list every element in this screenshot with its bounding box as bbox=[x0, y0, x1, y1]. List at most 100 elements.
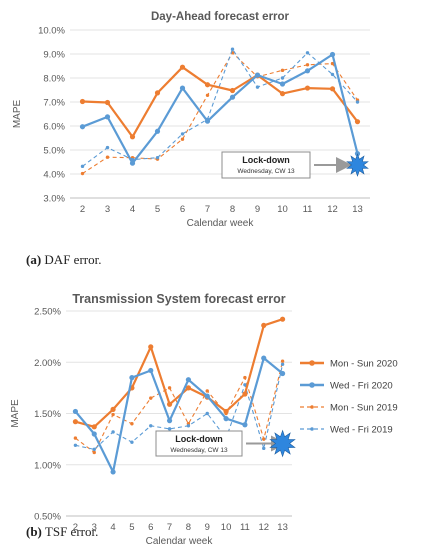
data-point-wed-fri-2019 bbox=[280, 362, 285, 366]
x-tick-label: 11 bbox=[303, 204, 313, 215]
chart-title: Day-Ahead forecast error bbox=[151, 11, 290, 23]
data-point-mon-sun-2019 bbox=[262, 437, 266, 441]
data-point-mon-sun-2020 bbox=[91, 424, 97, 430]
data-point-mon-sun-2019 bbox=[205, 389, 209, 393]
annotation-title: Lock-down bbox=[175, 434, 223, 444]
legend-marker-mon-sun-2019 bbox=[310, 405, 314, 409]
data-point-wed-fri-2020 bbox=[91, 431, 97, 437]
data-point-wed-fri-2019 bbox=[80, 164, 85, 169]
data-point-mon-sun-2019 bbox=[205, 93, 210, 97]
data-point-wed-fri-2020 bbox=[129, 375, 135, 381]
data-point-wed-fri-2019 bbox=[73, 443, 78, 447]
data-point-wed-fri-2020 bbox=[179, 85, 186, 91]
data-point-mon-sun-2020 bbox=[354, 119, 361, 125]
y-tick-label: 1.50% bbox=[34, 409, 61, 420]
series-line-mon-sun-2020 bbox=[82, 66, 359, 138]
caption-b-text: TSF error. bbox=[41, 524, 99, 539]
chart-transmission-system-forecast-error: Transmission System forecast error 0.50% 1… bbox=[10, 292, 398, 547]
legend-label: Wed - Fri 2020 bbox=[330, 381, 393, 392]
data-point-wed-fri-2019 bbox=[130, 440, 134, 444]
x-axis-label: Calendar week bbox=[146, 536, 214, 547]
data-point-wed-fri-2020 bbox=[72, 408, 79, 415]
x-tick-label: 12 bbox=[327, 204, 338, 215]
data-point-wed-fri-2019 bbox=[230, 47, 235, 51]
data-point-mon-sun-2020 bbox=[279, 316, 286, 322]
data-point-mon-sun-2020 bbox=[261, 322, 267, 328]
x-tick-label: 13 bbox=[277, 522, 288, 533]
data-point-mon-sun-2020 bbox=[185, 385, 192, 391]
lockdown-annotation: Lock-down Wednesday, CW 13 bbox=[221, 151, 369, 179]
data-point-wed-fri-2019 bbox=[355, 100, 360, 104]
annotation-box bbox=[221, 151, 311, 179]
legend-marker-mon-sun-2020 bbox=[309, 360, 315, 366]
data-point-wed-fri-2020 bbox=[223, 416, 229, 422]
y-tick-label: 1.00% bbox=[34, 460, 61, 471]
data-point-mon-sun-2019 bbox=[243, 375, 247, 380]
data-point-mon-sun-2019 bbox=[130, 422, 134, 426]
data-point-wed-fri-2019 bbox=[262, 446, 266, 451]
lockdown-burst-icon bbox=[269, 429, 296, 458]
data-point-wed-fri-2020 bbox=[129, 160, 136, 166]
data-point-mon-sun-2019 bbox=[80, 171, 85, 176]
annotation-title: Lock-down bbox=[242, 155, 290, 165]
series-line-wed-fri-2019 bbox=[75, 364, 284, 450]
y-tick-label: 9.0% bbox=[43, 50, 65, 61]
data-point-wed-fri-2020 bbox=[254, 72, 261, 78]
data-point-mon-sun-2020 bbox=[229, 87, 236, 94]
data-point-wed-fri-2020 bbox=[185, 377, 192, 383]
x-tick-label: 5 bbox=[155, 204, 160, 215]
y-tick-label: 2.00% bbox=[34, 358, 61, 369]
y-tick-label: 8.0% bbox=[43, 74, 65, 85]
y-tick-label: 3.0% bbox=[43, 194, 65, 205]
data-point-wed-fri-2020 bbox=[104, 114, 111, 120]
x-tick-label: 12 bbox=[258, 522, 269, 533]
data-point-wed-fri-2019 bbox=[149, 424, 153, 428]
data-point-wed-fri-2020 bbox=[204, 393, 210, 399]
data-point-wed-fri-2020 bbox=[329, 51, 336, 58]
data-point-wed-fri-2019 bbox=[155, 155, 160, 160]
data-point-mon-sun-2019 bbox=[280, 359, 285, 363]
data-point-mon-sun-2020 bbox=[154, 90, 161, 96]
x-tick-label: 4 bbox=[130, 204, 135, 215]
legend-marker-wed-fri-2019 bbox=[310, 427, 314, 431]
data-point-wed-fri-2019 bbox=[330, 72, 335, 77]
x-tick-label: 3 bbox=[92, 522, 97, 533]
caption-a: (a) DAF error. bbox=[26, 252, 101, 268]
data-point-wed-fri-2019 bbox=[105, 145, 110, 150]
data-point-wed-fri-2020 bbox=[79, 124, 86, 130]
data-point-mon-sun-2019 bbox=[149, 396, 153, 400]
data-point-wed-fri-2020 bbox=[154, 128, 161, 134]
x-tick-label: 2 bbox=[73, 522, 78, 533]
x-tick-label: 11 bbox=[240, 522, 250, 533]
data-point-mon-sun-2020 bbox=[129, 134, 136, 140]
data-point-mon-sun-2020 bbox=[304, 85, 311, 91]
data-point-wed-fri-2020 bbox=[279, 370, 286, 377]
data-point-mon-sun-2020 bbox=[148, 344, 154, 350]
x-tick-label: 6 bbox=[148, 522, 153, 533]
data-point-mon-sun-2019 bbox=[73, 436, 78, 440]
x-tick-label: 13 bbox=[352, 204, 363, 215]
data-point-mon-sun-2020 bbox=[179, 64, 186, 70]
data-point-mon-sun-2019 bbox=[111, 412, 115, 417]
x-axis-label: Calendar week bbox=[187, 218, 255, 229]
data-point-mon-sun-2020 bbox=[104, 99, 111, 106]
y-tick-label: 5.0% bbox=[43, 146, 65, 157]
x-tick-label: 4 bbox=[110, 522, 115, 533]
data-point-wed-fri-2020 bbox=[148, 367, 154, 374]
chart-title: Transmission System forecast error bbox=[72, 292, 285, 306]
y-tick-label: 2.50% bbox=[34, 307, 61, 318]
data-point-mon-sun-2019 bbox=[305, 63, 310, 67]
data-point-wed-fri-2019 bbox=[280, 76, 285, 80]
x-tick-label: 10 bbox=[277, 204, 288, 215]
annotation-subtitle: Wednesday, CW 13 bbox=[237, 168, 295, 175]
y-axis-label: MAPE bbox=[12, 100, 23, 129]
series-line-mon-sun-2019 bbox=[75, 361, 284, 453]
y-tick-label: 10.0% bbox=[38, 26, 65, 37]
data-point-wed-fri-2020 bbox=[304, 68, 311, 74]
data-point-mon-sun-2019 bbox=[330, 61, 335, 66]
lockdown-annotation: Lock-down Wednesday, CW 13 bbox=[155, 429, 296, 458]
data-point-mon-sun-2019 bbox=[280, 68, 285, 73]
x-tick-label: 7 bbox=[167, 522, 172, 533]
data-point-wed-fri-2020 bbox=[279, 81, 286, 87]
